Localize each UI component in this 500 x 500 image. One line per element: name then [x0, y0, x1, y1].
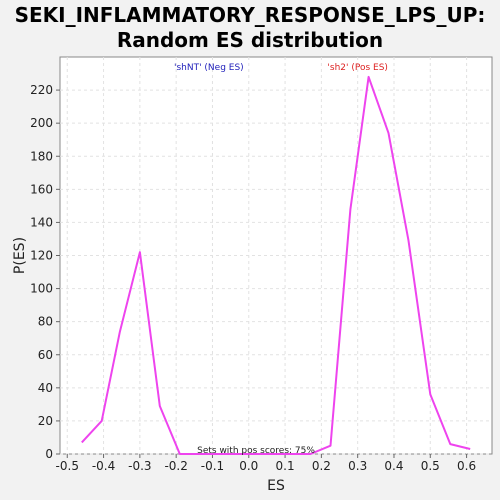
- x-tick-label: 0.5: [421, 459, 440, 473]
- y-tick-label: 100: [30, 282, 53, 296]
- sets-pos-scores-label: Sets with pos scores: 75%: [197, 446, 315, 456]
- y-axis-label: P(ES): [12, 237, 28, 274]
- x-tick-label: 0.0: [239, 459, 258, 473]
- pos-es-label: 'sh2' (Pos ES): [327, 63, 388, 73]
- grid-layer: [60, 57, 492, 455]
- y-tick-label: 120: [30, 249, 53, 263]
- y-tick-label: 20: [38, 414, 53, 428]
- x-tick-label: 0.2: [312, 459, 331, 473]
- y-tick-label: 180: [30, 149, 53, 163]
- x-tick-label: -0.4: [92, 459, 115, 473]
- x-tick-label: 0.1: [276, 459, 295, 473]
- y-tick-label: 60: [38, 348, 53, 362]
- neg-es-label: 'shNT' (Neg ES): [174, 63, 244, 73]
- y-tick-label: 0: [45, 447, 53, 461]
- y-tick-label: 200: [30, 116, 53, 130]
- x-tick-label: 0.4: [384, 459, 403, 473]
- annotation-layer: 'shNT' (Neg ES) 'sh2' (Pos ES) Sets with…: [174, 63, 388, 456]
- x-tick-label: 0.6: [457, 459, 476, 473]
- y-tick-label: 140: [30, 215, 53, 229]
- y-tick-label: 160: [30, 182, 53, 196]
- x-tick-label: -0.2: [164, 459, 187, 473]
- x-tick-label: -0.1: [201, 459, 224, 473]
- x-axis-label: ES: [267, 478, 285, 494]
- series-layer: [81, 75, 471, 455]
- x-tick-label: -0.5: [56, 459, 79, 473]
- chart-title-line1: SEKI_INFLAMMATORY_RESPONSE_LPS_UP:: [14, 3, 486, 27]
- y-tick-label: 40: [38, 381, 53, 395]
- chart-title-line2: Random ES distribution: [116, 28, 384, 52]
- es-distribution-line: [81, 75, 471, 455]
- axis-layer: 0 20 40 60 80 100 120 140 160 180 200 220 -0.5 -0.4 -0…: [30, 83, 476, 473]
- y-tick-label: 220: [30, 83, 53, 97]
- x-tick-label: -0.3: [128, 459, 151, 473]
- y-tick-label: 80: [38, 315, 53, 329]
- x-tick-label: 0.3: [348, 459, 367, 473]
